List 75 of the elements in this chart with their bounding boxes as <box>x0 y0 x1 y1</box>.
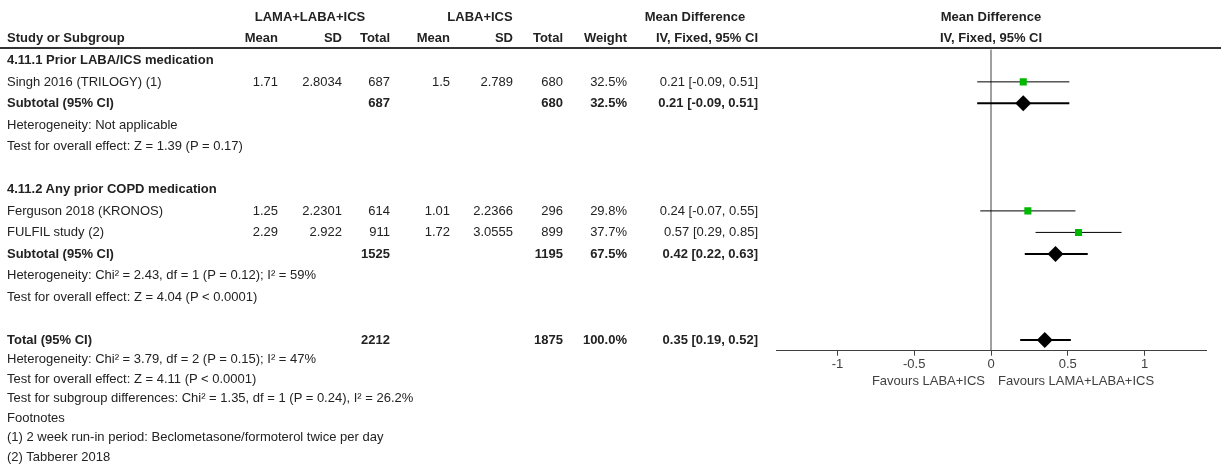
chart-title: Mean Difference <box>939 9 1043 25</box>
text: Heterogeneity: Chi² = 3.79, df = 2 (P = 0.15); I² = 47% <box>7 351 317 367</box>
text: Subtotal (95% CI) <box>7 95 114 111</box>
x-tick-label: -1 <box>831 356 844 372</box>
text: 4.11.2 Any prior COPD medication <box>7 181 217 197</box>
text: 4.11.1 Prior LABA/ICS medication <box>7 52 214 68</box>
text: 1.71 <box>252 73 278 89</box>
text: 0.57 [0.29, 0.85] <box>664 224 758 240</box>
category-label: Total <box>359 30 390 45</box>
category-label: Weight <box>583 30 627 45</box>
text: 1.25 <box>252 202 278 218</box>
text: 1525 <box>361 245 390 261</box>
category-label: Study or Subgroup <box>7 30 125 46</box>
text: Ferguson 2018 (KRONOS) <box>7 202 164 218</box>
text: Singh 2016 (TRILOGY) (1) <box>7 73 162 89</box>
text: Favours LAMA+LABA+ICS <box>998 373 1155 389</box>
text: FULFIL study (2) <box>7 224 105 240</box>
text: 0.21 [-0.09, 0.51] <box>659 73 758 89</box>
text: Footnotes <box>7 409 65 425</box>
text: 680 <box>541 73 563 89</box>
text: Test for overall effect: Z = 4.04 (P < 0.0001) <box>7 288 258 304</box>
text: 0.21 [-0.09, 0.51] <box>658 95 758 111</box>
text: LAMA+LABA+ICS <box>253 9 367 25</box>
text: 3.0555 <box>473 224 513 240</box>
category-label: Mean <box>416 30 450 45</box>
text: Mean Difference <box>643 9 747 25</box>
text: 1.5 <box>431 73 450 89</box>
text: 687 <box>368 73 390 89</box>
text: 1875 <box>534 331 563 347</box>
text: (2) Tabberer 2018 <box>7 448 111 464</box>
text: 32.5% <box>590 73 627 89</box>
text: 680 <box>541 95 563 111</box>
text: 1195 <box>534 245 563 261</box>
text: (1) 2 week run-in period: Beclometasone/formoterol twice per day <box>7 429 384 445</box>
text: 614 <box>368 202 390 218</box>
text: 2.2366 <box>473 202 513 218</box>
category-label: SD <box>323 30 342 45</box>
text: Test for subgroup differences: Chi² = 1.35, df = 1 (P = 0.24), I² = 26.2% <box>7 390 414 406</box>
text: 2.2301 <box>302 202 342 218</box>
text: 2.29 <box>252 224 278 240</box>
text: 2.789 <box>480 73 513 89</box>
text: 0.42 [0.22, 0.63] <box>662 245 758 261</box>
text: 296 <box>541 202 563 218</box>
text: Heterogeneity: Not applicable <box>7 116 178 132</box>
text: Test for overall effect: Z = 4.11 (P < 0.0001) <box>7 370 257 386</box>
x-tick-label: 0.5 <box>1058 356 1077 372</box>
x-tick-label: 1 <box>1140 356 1149 372</box>
chart-subtitle: IV, Fixed, 95% CI <box>938 30 1044 46</box>
text: 32.5% <box>590 95 627 111</box>
text: Subtotal (95% CI) <box>7 245 114 261</box>
x-tick-label: -0.5 <box>903 356 926 372</box>
text: Heterogeneity: Chi² = 2.43, df = 1 (P = 0.12); I² = 59% <box>7 267 317 283</box>
text: Test for overall effect: Z = 1.39 (P = 0.17) <box>7 138 243 154</box>
text: 2.8034 <box>302 73 342 89</box>
text: 0.35 [0.19, 0.52] <box>662 331 758 347</box>
text: 67.5% <box>590 245 627 261</box>
x-tick-label: 0 <box>987 356 995 372</box>
category-label: Total <box>532 30 563 45</box>
text: LABA+ICS <box>446 9 514 25</box>
text: 1.72 <box>424 224 450 240</box>
text: 1.01 <box>424 202 450 218</box>
category-label: SD <box>494 30 513 45</box>
text: 911 <box>369 224 390 240</box>
text: 687 <box>368 95 390 111</box>
text: 0.24 [-0.07, 0.55] <box>659 202 758 218</box>
text: Total (95% CI) <box>7 331 92 347</box>
category-label: IV, Fixed, 95% CI <box>655 30 758 45</box>
text: Favours LABA+ICS <box>871 373 986 389</box>
text: 37.7% <box>590 224 627 240</box>
text: 100.0% <box>582 331 627 347</box>
text: 29.8% <box>590 202 627 218</box>
category-label: Mean <box>244 30 278 45</box>
text: 899 <box>541 224 563 240</box>
text: 2.922 <box>309 224 342 240</box>
text: 2212 <box>361 331 390 347</box>
